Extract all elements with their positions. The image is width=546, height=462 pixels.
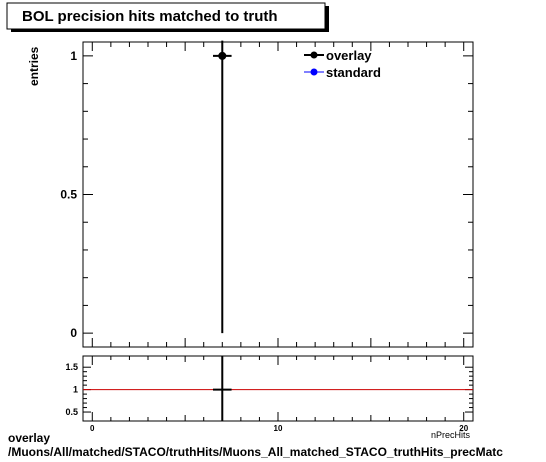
main-y-tick-label: 1 — [70, 49, 77, 63]
ratio-plot-frame — [82, 355, 474, 422]
legend: overlay standard — [304, 48, 381, 80]
title-box — [6, 2, 326, 30]
footer-line-1: overlay — [8, 431, 51, 445]
legend-standard-marker — [310, 68, 318, 76]
main-axes: 00.51 — [60, 42, 473, 347]
main-data-marks — [213, 40, 232, 334]
overlay-data-point — [218, 51, 227, 60]
ratio-data-point — [221, 388, 224, 391]
ratio-y-tick-label: 1.5 — [65, 362, 78, 372]
chart-title: BOL precision hits matched to truth — [22, 8, 278, 25]
main-plot-frame — [82, 41, 474, 348]
y-axis-label: entries — [27, 46, 41, 86]
ratio-x-tick-label: 0 — [90, 424, 95, 433]
ratio-data-marks — [83, 356, 473, 421]
footer-line-2: /Muons/All/matched/STACO/truthHits/Muons… — [8, 445, 503, 459]
ratio-x-tick-label: 10 — [274, 424, 283, 433]
legend-overlay-marker — [310, 51, 318, 59]
legend-overlay-label: overlay — [326, 48, 372, 63]
ratio-x-tick-label: 20 — [459, 424, 468, 433]
ratio-y-tick-label: 0.5 — [65, 407, 78, 417]
main-y-tick-label: 0 — [70, 326, 77, 340]
ratio-y-tick-label: 1 — [73, 385, 78, 395]
main-y-tick-label: 0.5 — [60, 188, 77, 202]
ratio-axes: 0.5 1 1.5 0 10 20 — [65, 356, 473, 433]
legend-standard-label: standard — [326, 65, 381, 80]
x-axis-label: nPrecHits — [431, 430, 471, 440]
